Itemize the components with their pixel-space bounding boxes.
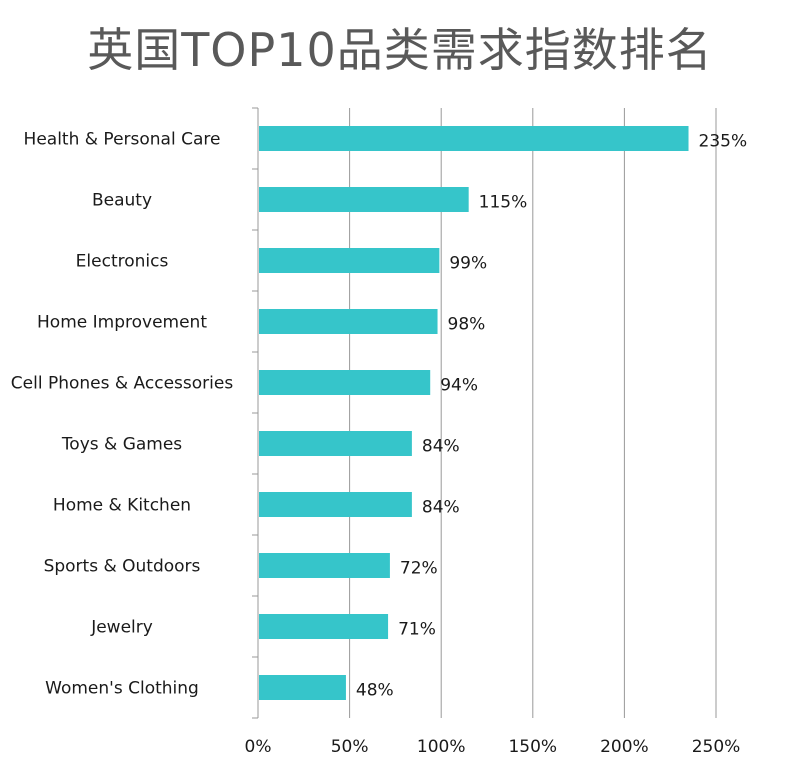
category-label: Home Improvement <box>37 313 207 333</box>
category-labels: Health & Personal Care Beauty Electronics H… <box>11 130 234 699</box>
category-label: Home & Kitchen <box>53 496 191 516</box>
value-labels: 235% 115% 99% 98% 94% 84% 84% 72% 71% 48% <box>356 132 747 701</box>
bar <box>259 614 389 639</box>
category-label: Women's Clothing <box>45 679 199 699</box>
value-label: 235% <box>699 132 748 152</box>
category-label: Cell Phones & Accessories <box>11 374 234 394</box>
value-label: 99% <box>449 254 487 274</box>
value-label: 94% <box>440 376 478 396</box>
value-label: 98% <box>448 315 486 335</box>
x-tick-label: 0% <box>245 737 272 757</box>
bar <box>259 370 431 395</box>
bar <box>259 553 390 578</box>
value-label: 72% <box>400 559 438 579</box>
x-tick-label: 250% <box>692 737 741 757</box>
bar <box>259 675 346 700</box>
value-label: 115% <box>479 193 528 213</box>
value-label: 84% <box>422 498 460 518</box>
category-label: Sports & Outdoors <box>44 557 201 577</box>
bars-group <box>259 126 689 700</box>
value-label: 71% <box>398 620 436 640</box>
value-label: 48% <box>356 681 394 701</box>
bar <box>259 248 440 273</box>
category-label: Toys & Games <box>61 435 182 455</box>
category-label: Health & Personal Care <box>24 130 221 150</box>
category-label: Electronics <box>76 252 169 272</box>
bar <box>259 492 412 517</box>
category-label: Jewelry <box>90 618 153 638</box>
chart-title: 英国TOP10品类需求指数排名 <box>87 23 713 77</box>
x-tick-label: 200% <box>600 737 649 757</box>
bar <box>259 431 412 456</box>
bar <box>259 309 438 334</box>
x-tick-label: 100% <box>417 737 466 757</box>
x-tick-label: 50% <box>331 737 369 757</box>
x-tick-label: 150% <box>508 737 557 757</box>
bar <box>259 187 469 212</box>
value-label: 84% <box>422 437 460 457</box>
category-label: Beauty <box>92 191 152 211</box>
y-axis <box>252 107 259 719</box>
x-tick-labels: 0% 50% 100% 150% 200% 250% <box>245 737 741 757</box>
bar <box>259 126 689 151</box>
